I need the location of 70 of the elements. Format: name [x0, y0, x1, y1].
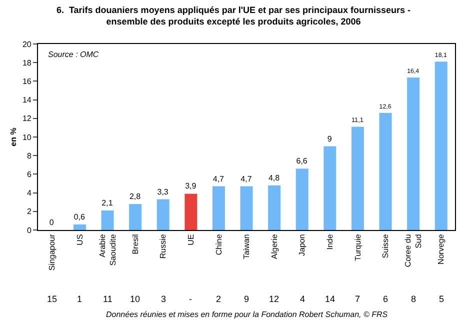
text: 8	[411, 294, 416, 304]
bar	[129, 204, 142, 230]
bar	[379, 112, 392, 230]
x-tick-label: Singapour	[48, 234, 56, 271]
chart-title: 6. Tarifs douaniers moyens appliqués par l'UE et par ses principaux fournisseurs - ensemble des produits excepté les produits agricoles, 2006	[56, 4, 411, 27]
text: 14	[325, 294, 336, 304]
data-label: 6,6	[296, 156, 308, 166]
text: 7	[355, 294, 360, 304]
data-label: 0	[49, 218, 54, 227]
x-tick-label: UE	[186, 234, 196, 246]
x-tick-label: Inde	[326, 234, 334, 250]
bar	[351, 126, 364, 230]
data-label: 9	[327, 134, 332, 144]
x-tick-label: Coree du Sud	[404, 234, 424, 268]
text: 9	[244, 294, 250, 304]
bar	[434, 62, 448, 230]
x-tick-label: Norvege	[436, 234, 446, 264]
bar	[407, 77, 420, 230]
bar	[101, 210, 114, 230]
text: 4	[300, 294, 306, 304]
bar	[324, 146, 336, 230]
bar	[240, 186, 253, 230]
x-tick-label: Japon	[298, 234, 307, 256]
bar	[268, 185, 281, 230]
x-tick-label: Arabie Saoudite	[98, 234, 118, 266]
x-tick-label: Chine	[214, 234, 224, 256]
bar	[296, 168, 308, 230]
text: 10	[130, 294, 140, 304]
text: 11	[103, 294, 112, 304]
y-tick-label: 4	[26, 188, 32, 198]
bar	[184, 194, 198, 230]
x-tick-label: Bresil	[130, 234, 140, 254]
x-tick-label: Taiwan	[242, 234, 252, 260]
data-label: 0,6	[74, 212, 86, 222]
data-label: 4,8	[268, 173, 280, 182]
y-tick-label: 14	[22, 96, 32, 105]
x-tick-label: US	[75, 234, 84, 246]
annotation: Source : OMC	[48, 50, 99, 59]
y-tick-label: 16	[22, 77, 32, 86]
x-tick-label: Turquie	[353, 234, 362, 262]
x-tick-label: Algerie	[270, 234, 279, 260]
y-tick-label: 10	[22, 132, 32, 142]
text: 5	[439, 294, 444, 304]
y-axis-title: en %	[9, 128, 18, 146]
bar	[73, 224, 86, 230]
data-label: 4,7	[240, 174, 252, 184]
text: 3	[161, 294, 166, 304]
text: 12	[269, 294, 280, 304]
y-tick-label: 2	[26, 207, 32, 216]
bar	[212, 186, 225, 230]
text: 6	[383, 294, 388, 304]
data-label: 4,7	[212, 174, 225, 184]
x-tick-label: Suisse	[381, 234, 390, 258]
text: 2	[216, 294, 222, 304]
y-tick-label: 18	[22, 58, 32, 68]
data-label: 3,3	[157, 187, 169, 196]
data-label: 2,1	[102, 198, 114, 208]
text: 15	[47, 294, 58, 304]
text: Données réunies et mises en forme pour la Fondation Robert Schuman, © FRS	[106, 310, 388, 319]
text: 1	[77, 294, 82, 304]
y-tick-label: 0	[26, 226, 32, 235]
data-label: 2,8	[129, 192, 142, 201]
y-tick-label: 12	[22, 114, 32, 124]
bar	[156, 199, 170, 230]
text: -	[189, 294, 192, 304]
data-label: 3,9	[185, 182, 197, 191]
x-tick-label: Russie	[158, 234, 168, 259]
y-tick-label: 6	[26, 170, 32, 179]
y-tick-label: 20	[22, 40, 32, 49]
y-tick-label: 8	[26, 151, 32, 160]
